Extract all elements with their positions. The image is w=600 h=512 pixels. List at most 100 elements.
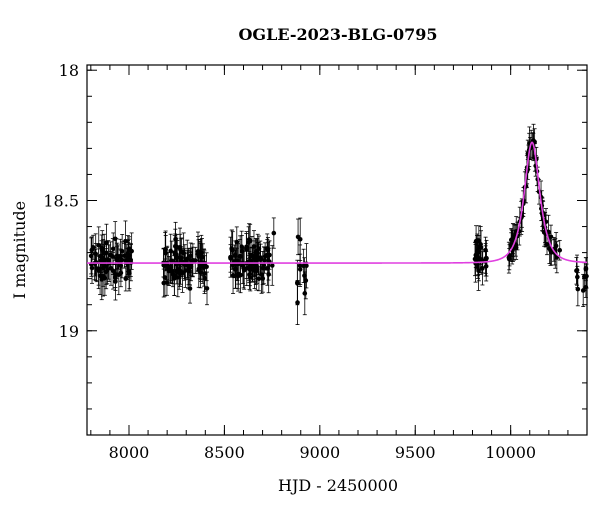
data-marker	[246, 264, 252, 270]
data-marker	[239, 248, 245, 254]
data-point	[123, 220, 128, 262]
data-point	[557, 239, 563, 261]
data-marker	[476, 249, 482, 255]
data-marker	[549, 250, 554, 255]
data-marker	[271, 230, 277, 236]
data-marker	[172, 250, 178, 255]
data-marker	[259, 272, 264, 277]
data-marker	[582, 274, 587, 279]
data-marker	[108, 266, 114, 271]
data-point	[123, 266, 129, 292]
data-marker	[583, 265, 589, 271]
data-marker	[177, 244, 183, 250]
data-point	[230, 252, 236, 278]
data-marker	[163, 247, 168, 252]
data-marker	[234, 239, 240, 245]
x-tick-label: 8500	[204, 443, 245, 462]
data-marker	[240, 263, 246, 268]
data-point	[116, 254, 122, 296]
data-marker	[123, 238, 128, 244]
data-marker	[161, 280, 167, 286]
data-point	[163, 230, 168, 269]
data-point	[250, 253, 256, 283]
data-point	[93, 233, 99, 275]
data-marker	[473, 252, 479, 258]
data-marker	[116, 272, 122, 277]
data-marker	[254, 250, 259, 255]
data-marker	[89, 265, 95, 271]
data-marker	[295, 281, 300, 286]
data-point	[112, 221, 118, 257]
data-marker	[265, 247, 271, 253]
x-tick-labels: 8000 8500 9000 9500 10000	[109, 443, 536, 462]
data-marker	[238, 272, 243, 278]
data-marker	[195, 249, 201, 254]
data-point	[549, 239, 554, 266]
data-marker	[297, 267, 303, 272]
y-tick-label: 18	[59, 61, 79, 80]
data-point	[103, 240, 109, 266]
data-marker	[228, 254, 233, 260]
data-point	[238, 257, 243, 294]
data-marker	[265, 265, 270, 271]
data-marker	[183, 268, 188, 273]
data-marker	[126, 246, 132, 251]
major-ticks	[87, 65, 587, 435]
data-point	[177, 227, 183, 267]
data-point	[161, 268, 167, 298]
data-marker	[302, 273, 307, 278]
data-marker	[557, 247, 563, 253]
data-marker	[304, 263, 309, 269]
data-marker	[269, 263, 275, 268]
data-marker	[230, 262, 236, 268]
data-point	[483, 243, 488, 274]
data-marker	[475, 257, 481, 263]
data-point	[511, 224, 517, 252]
data-points	[88, 123, 589, 325]
data-marker	[172, 276, 177, 281]
data-point	[246, 223, 252, 256]
data-marker	[97, 273, 103, 279]
data-point	[195, 231, 201, 272]
data-marker	[250, 265, 256, 271]
data-point	[115, 244, 121, 270]
data-marker	[112, 236, 118, 242]
minor-ticks	[87, 65, 588, 436]
data-marker	[246, 237, 252, 242]
data-marker	[93, 251, 99, 257]
data-point	[228, 236, 233, 278]
data-marker	[262, 257, 267, 263]
y-axis-label: I magnitude	[10, 201, 29, 299]
data-marker	[119, 257, 125, 263]
data-point	[473, 242, 479, 269]
x-tick-label: 10000	[485, 443, 536, 462]
data-point	[233, 249, 238, 289]
data-point	[297, 253, 303, 286]
data-marker	[204, 286, 210, 291]
data-point	[172, 260, 177, 296]
data-marker	[113, 279, 118, 284]
plot-frame	[86, 64, 588, 436]
x-tick-label: 9000	[299, 443, 340, 462]
y-tick-label: 18.5	[43, 191, 79, 210]
data-marker	[553, 243, 559, 249]
y-tick-label: 19	[59, 322, 79, 341]
data-marker	[483, 256, 488, 261]
data-marker	[297, 236, 303, 242]
data-marker	[103, 250, 109, 256]
data-marker	[202, 271, 208, 276]
data-point	[295, 218, 301, 256]
data-marker	[128, 257, 134, 263]
data-point	[169, 240, 175, 281]
y-tick-labels: 18 18.5 19	[43, 61, 79, 341]
data-marker	[541, 230, 547, 235]
data-marker	[258, 257, 263, 262]
data-marker	[110, 254, 116, 259]
data-marker	[233, 266, 238, 272]
data-point	[110, 238, 116, 275]
data-marker	[256, 276, 262, 282]
data-marker	[506, 256, 512, 262]
data-point	[239, 235, 245, 268]
x-tick-label: 9500	[395, 443, 436, 462]
